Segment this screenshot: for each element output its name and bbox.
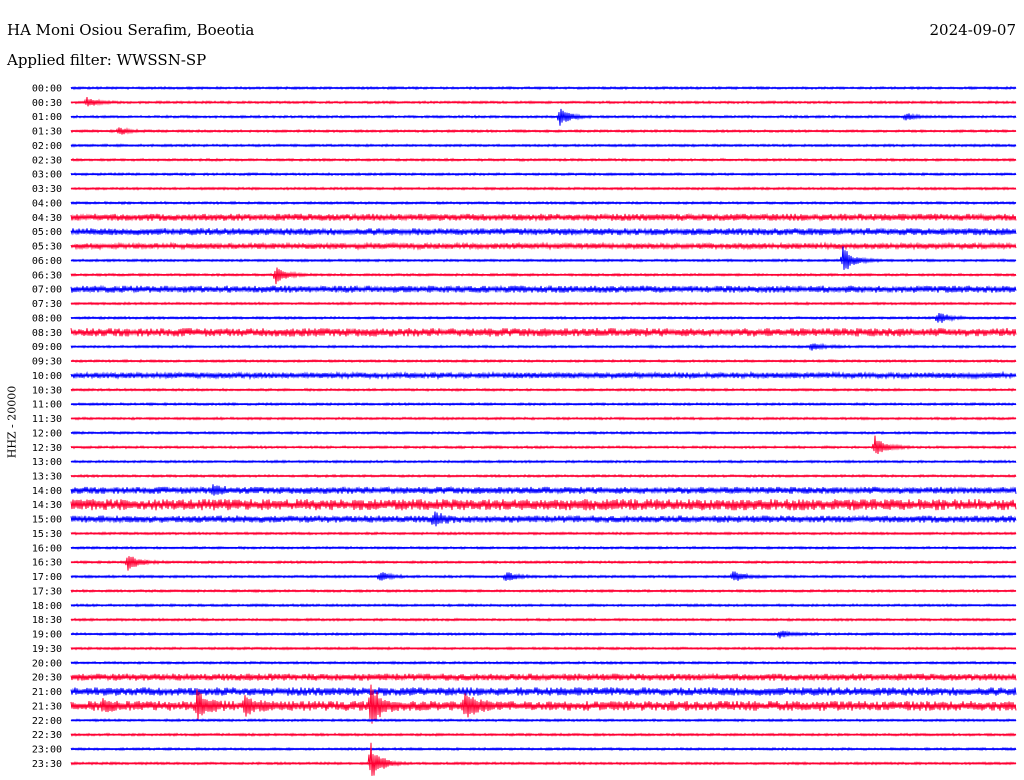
row-time-label: 09:30 xyxy=(32,357,62,368)
row-time-label: 09:00 xyxy=(32,342,62,353)
row-time-label: 18:00 xyxy=(32,601,62,612)
row-time-label: 21:30 xyxy=(32,701,62,712)
row-time-label: 05:00 xyxy=(32,227,62,238)
traces-group xyxy=(70,85,1017,776)
row-time-label: 23:00 xyxy=(32,745,62,756)
row-time-label: 14:30 xyxy=(32,500,62,511)
row-time-label: 12:30 xyxy=(32,443,62,454)
row-time-label: 03:00 xyxy=(32,170,62,181)
row-time-label: 19:30 xyxy=(32,644,62,655)
row-time-label: 22:00 xyxy=(32,716,62,727)
row-time-label: 04:30 xyxy=(32,213,62,224)
row-time-label: 08:30 xyxy=(32,328,62,339)
row-time-label: 06:00 xyxy=(32,256,62,267)
trace-row xyxy=(70,267,1017,285)
row-time-label: 15:30 xyxy=(32,529,62,540)
date-label: 2024-09-07 xyxy=(929,21,1016,39)
row-time-label: 16:30 xyxy=(32,558,62,569)
row-time-label: 19:00 xyxy=(32,630,62,641)
row-time-label: 20:30 xyxy=(32,673,62,684)
row-time-label: 05:30 xyxy=(32,242,62,253)
row-time-label: 10:30 xyxy=(32,385,62,396)
row-time-label: 07:00 xyxy=(32,285,62,296)
station-title: HA Moni Osiou Serafim, Boeotia xyxy=(7,21,255,39)
filter-label: Applied filter: WWSSN-SP xyxy=(7,51,207,69)
time-labels-group: 00:00 00:30 01:00 01:30 02:00 02:30 03:00 03:30… xyxy=(32,84,62,770)
row-time-label: 00:00 xyxy=(32,84,62,95)
row-time-label: 14:00 xyxy=(32,486,62,497)
row-time-label: 10:00 xyxy=(32,371,62,382)
row-time-label: 17:30 xyxy=(32,586,62,597)
row-time-label: 17:00 xyxy=(32,572,62,583)
row-time-label: 18:30 xyxy=(32,615,62,626)
row-time-label: 04:00 xyxy=(32,198,62,209)
row-time-label: 08:00 xyxy=(32,313,62,324)
row-time-label: 06:30 xyxy=(32,270,62,281)
row-time-label: 07:30 xyxy=(32,299,62,310)
row-time-label: 16:00 xyxy=(32,543,62,554)
row-time-label: 02:30 xyxy=(32,155,62,166)
row-time-label: 12:00 xyxy=(32,428,62,439)
row-time-label: 23:30 xyxy=(32,759,62,770)
row-time-label: 11:00 xyxy=(32,400,62,411)
trace-row xyxy=(70,742,1017,776)
row-time-label: 02:00 xyxy=(32,141,62,152)
row-time-label: 01:30 xyxy=(32,127,62,138)
row-time-label: 01:00 xyxy=(32,112,62,123)
row-time-label: 22:30 xyxy=(32,730,62,741)
row-time-label: 15:00 xyxy=(32,515,62,526)
row-time-label: 03:30 xyxy=(32,184,62,195)
row-time-label: 00:30 xyxy=(32,98,62,109)
trace-row xyxy=(70,435,1017,454)
row-time-label: 13:00 xyxy=(32,457,62,468)
row-time-label: 13:30 xyxy=(32,471,62,482)
row-time-label: 20:00 xyxy=(32,658,62,669)
row-time-label: 11:30 xyxy=(32,414,62,425)
trace-row xyxy=(70,246,1017,270)
row-time-label: 21:00 xyxy=(32,687,62,698)
trace-row xyxy=(70,556,1017,571)
